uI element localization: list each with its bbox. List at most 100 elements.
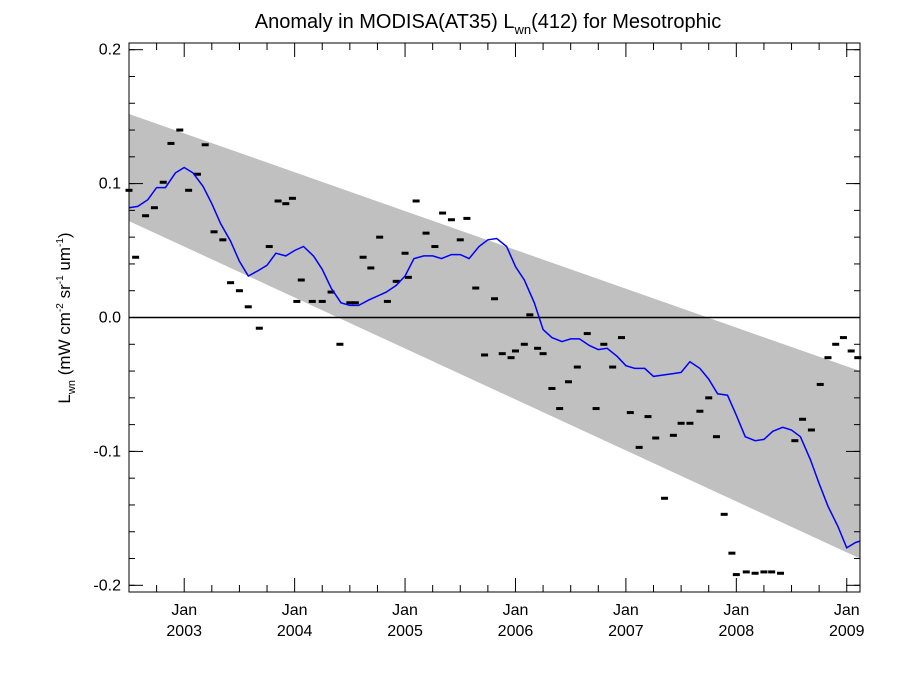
data-point	[760, 570, 768, 574]
data-point	[412, 199, 420, 203]
data-point	[142, 214, 150, 218]
x-tick-year-label: 2005	[387, 623, 423, 640]
y-axis-label: Lwn (mW cm-2 sr-1 um-1)	[55, 232, 78, 403]
plot-area	[125, 113, 862, 577]
data-point	[573, 365, 581, 369]
data-point	[327, 290, 335, 294]
data-point	[293, 299, 301, 303]
data-point	[816, 382, 824, 386]
data-point	[431, 245, 439, 249]
data-point	[132, 255, 140, 259]
data-point	[677, 421, 685, 425]
x-tick-year-label: 2006	[498, 623, 534, 640]
data-point	[556, 407, 564, 411]
data-point	[439, 211, 447, 215]
data-point	[308, 299, 316, 303]
data-point	[346, 301, 354, 305]
data-point	[481, 353, 489, 357]
data-point	[626, 411, 634, 415]
data-point	[383, 299, 391, 303]
y-tick-label: 0.0	[99, 310, 121, 327]
data-point	[255, 326, 263, 330]
data-point	[768, 570, 776, 574]
data-point	[176, 128, 184, 132]
data-point	[824, 356, 832, 360]
data-point	[526, 313, 534, 317]
data-point	[336, 342, 344, 346]
x-tick-month-label: Jan	[723, 602, 749, 619]
data-point	[201, 143, 209, 147]
data-point	[644, 415, 652, 419]
data-point	[265, 245, 273, 249]
data-point	[282, 202, 290, 206]
data-point	[839, 336, 847, 340]
data-point	[799, 417, 807, 421]
data-point	[227, 281, 235, 285]
data-point	[635, 445, 643, 449]
data-point	[404, 275, 412, 279]
data-point	[244, 305, 252, 309]
x-tick-month-label: Jan	[392, 602, 418, 619]
data-point	[210, 230, 218, 234]
x-tick-year-label: 2007	[608, 623, 644, 640]
data-point	[592, 407, 600, 411]
data-point	[219, 238, 227, 242]
data-point	[728, 551, 736, 555]
data-point	[661, 496, 669, 500]
data-point	[392, 279, 400, 283]
data-point	[776, 571, 784, 575]
data-point	[696, 409, 704, 413]
data-point	[401, 251, 409, 255]
x-tick-year-label: 2009	[829, 623, 865, 640]
data-point	[600, 342, 608, 346]
data-point	[159, 180, 167, 184]
data-point	[832, 342, 840, 346]
data-point	[167, 141, 175, 145]
x-tick-month-label: Jan	[503, 602, 529, 619]
x-tick-month-label: Jan	[834, 602, 860, 619]
data-point	[652, 436, 660, 440]
data-point	[274, 199, 282, 203]
data-point	[791, 439, 799, 443]
y-tick-label: -0.1	[93, 443, 121, 460]
data-point	[732, 573, 740, 577]
data-point	[297, 278, 305, 282]
data-point	[491, 297, 498, 301]
axes: 0.2 0.1 0.0 -0.1 -0.2 Jan 2003 Jan 2004 Jan 2005 Ja…	[93, 42, 864, 640]
data-point	[472, 286, 480, 290]
data-point	[854, 356, 862, 360]
data-point	[520, 342, 528, 346]
chart-title: Anomaly in MODISA(AT35) Lwn(412) for Mes…	[255, 11, 721, 37]
y-tick-label: 0.1	[99, 176, 121, 193]
data-point	[720, 512, 728, 516]
data-point	[447, 218, 455, 222]
data-point	[548, 386, 556, 390]
data-point	[235, 289, 243, 293]
data-point	[751, 571, 759, 575]
x-tick-year-label: 2003	[166, 623, 202, 640]
data-point	[564, 380, 572, 384]
data-point	[705, 396, 713, 400]
data-point	[617, 336, 625, 340]
data-point	[422, 231, 430, 235]
data-point	[807, 428, 815, 432]
x-tick-month-label: Jan	[282, 602, 308, 619]
data-point	[351, 301, 359, 305]
data-point	[609, 365, 617, 369]
data-point	[193, 172, 201, 176]
trend-band	[129, 113, 860, 559]
x-tick-year-label: 2008	[719, 623, 755, 640]
data-point	[498, 352, 506, 356]
x-tick-month-label: Jan	[613, 602, 639, 619]
data-point	[712, 435, 720, 439]
data-point	[686, 421, 694, 425]
y-tick-label: -0.2	[93, 577, 121, 594]
data-point	[318, 299, 326, 303]
data-point	[847, 349, 855, 353]
data-point	[456, 238, 464, 242]
data-point	[288, 196, 296, 200]
data-point	[150, 206, 158, 210]
data-point	[367, 266, 375, 270]
data-point	[376, 235, 384, 239]
